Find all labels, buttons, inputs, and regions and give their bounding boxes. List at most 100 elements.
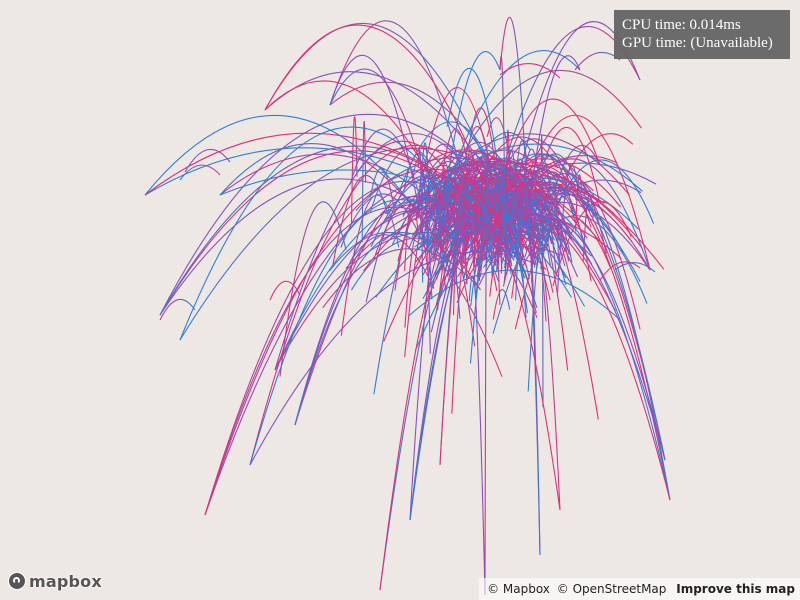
flight-arc xyxy=(369,167,395,211)
flight-arc xyxy=(439,171,488,466)
flight-arc xyxy=(159,145,485,316)
flight-arc xyxy=(524,55,581,236)
osm-attribution-link[interactable]: © OpenStreetMap xyxy=(556,582,667,596)
flight-arc xyxy=(204,168,515,516)
flight-arc xyxy=(204,180,487,516)
flight-arc xyxy=(463,220,486,596)
flight-arc xyxy=(329,20,477,237)
attribution-bar: © Mapbox © OpenStreetMap Improve this ma… xyxy=(479,578,800,600)
improve-map-link[interactable]: Improve this map xyxy=(676,582,795,596)
flight-arc xyxy=(329,55,425,239)
flight-arc xyxy=(379,157,529,591)
flight-arc xyxy=(552,201,632,287)
flight-arc xyxy=(179,164,221,181)
flight-arc xyxy=(614,262,656,273)
flight-arc xyxy=(492,288,511,320)
flight-arc xyxy=(426,50,581,252)
flight-arc xyxy=(294,210,447,426)
flight-arc xyxy=(480,218,671,501)
flight-arc xyxy=(219,143,450,261)
flight-arc xyxy=(599,261,641,281)
flight-arc xyxy=(514,114,651,271)
performance-panel: CPU time: 0.014ms GPU time: (Unavailable… xyxy=(614,10,790,59)
flight-arc xyxy=(144,147,490,212)
flight-arc xyxy=(525,158,651,271)
flight-arc xyxy=(159,298,196,321)
flight-arc xyxy=(582,194,594,261)
flight-arc xyxy=(491,201,651,271)
flight-arc xyxy=(540,216,611,268)
flight-arc xyxy=(524,207,541,556)
flight-arc xyxy=(478,215,666,461)
flight-arc xyxy=(264,80,454,222)
gpu-time-text: GPU time: (Unavailable) xyxy=(622,35,773,51)
flight-arc xyxy=(328,231,503,377)
flight-arc xyxy=(249,251,537,466)
flight-arc xyxy=(379,162,522,591)
mapbox-logo-text: mapbox xyxy=(29,571,102,591)
flight-arc xyxy=(484,153,489,596)
flight-arc xyxy=(294,149,551,426)
flight-arc xyxy=(510,191,569,371)
flight-arc xyxy=(456,219,467,271)
flight-arc xyxy=(526,222,561,511)
flight-arc xyxy=(544,159,655,232)
flight-arc xyxy=(522,215,648,304)
flight-arc xyxy=(179,147,525,341)
flight-arc xyxy=(496,212,666,461)
flight-arc xyxy=(414,133,630,212)
flight-arc xyxy=(369,148,441,212)
flight-arc xyxy=(451,224,477,414)
cpu-time-text: CPU time: 0.014ms xyxy=(622,17,741,33)
flight-arc xyxy=(350,234,435,289)
flight-arc xyxy=(329,68,437,222)
flight-arc xyxy=(424,186,560,305)
flight-arc xyxy=(497,187,599,254)
flight-arc xyxy=(264,24,508,247)
flight-arc xyxy=(274,207,512,371)
flight-arc xyxy=(448,186,615,276)
flight-arc xyxy=(545,126,601,203)
flight-arc xyxy=(483,184,641,282)
flight-arc xyxy=(444,51,501,199)
flight-arc xyxy=(159,178,463,316)
flight-arc xyxy=(329,81,504,184)
flight-arc xyxy=(458,220,561,511)
flight-arc xyxy=(249,144,494,466)
flight-arc xyxy=(536,144,601,269)
flight-arc xyxy=(332,174,389,266)
mapbox-logo[interactable]: mapbox xyxy=(8,570,102,592)
flight-arc xyxy=(409,219,496,521)
mapbox-logo-icon xyxy=(8,572,26,590)
flight-arc xyxy=(204,176,538,516)
flight-arc xyxy=(383,162,594,342)
flight-arc xyxy=(279,201,347,377)
flight-arc xyxy=(249,199,458,466)
flight-arc xyxy=(485,175,671,501)
flight-arc xyxy=(441,160,665,270)
flight-arc xyxy=(179,126,449,341)
flight-arc xyxy=(456,246,522,304)
flight-arc xyxy=(421,142,431,217)
flight-arc xyxy=(417,162,498,203)
flight-arc xyxy=(144,114,453,265)
mapbox-attribution-link[interactable]: © Mapbox xyxy=(487,582,550,596)
flight-arc xyxy=(403,153,446,272)
flight-arc xyxy=(269,280,301,301)
flight-arc xyxy=(424,70,642,232)
flight-arc xyxy=(350,237,481,291)
flight-arc xyxy=(184,148,231,173)
flight-arc xyxy=(499,63,561,79)
flight-arc xyxy=(533,253,547,322)
flight-arc xyxy=(294,196,482,426)
flight-arc xyxy=(487,164,666,461)
flight-arc xyxy=(499,16,530,234)
flight-arc xyxy=(492,194,596,334)
flight-arc xyxy=(541,184,592,282)
flight-arc xyxy=(144,132,511,228)
flight-arc xyxy=(490,192,651,271)
flight-arc xyxy=(264,22,516,237)
flight-arc xyxy=(446,67,507,232)
